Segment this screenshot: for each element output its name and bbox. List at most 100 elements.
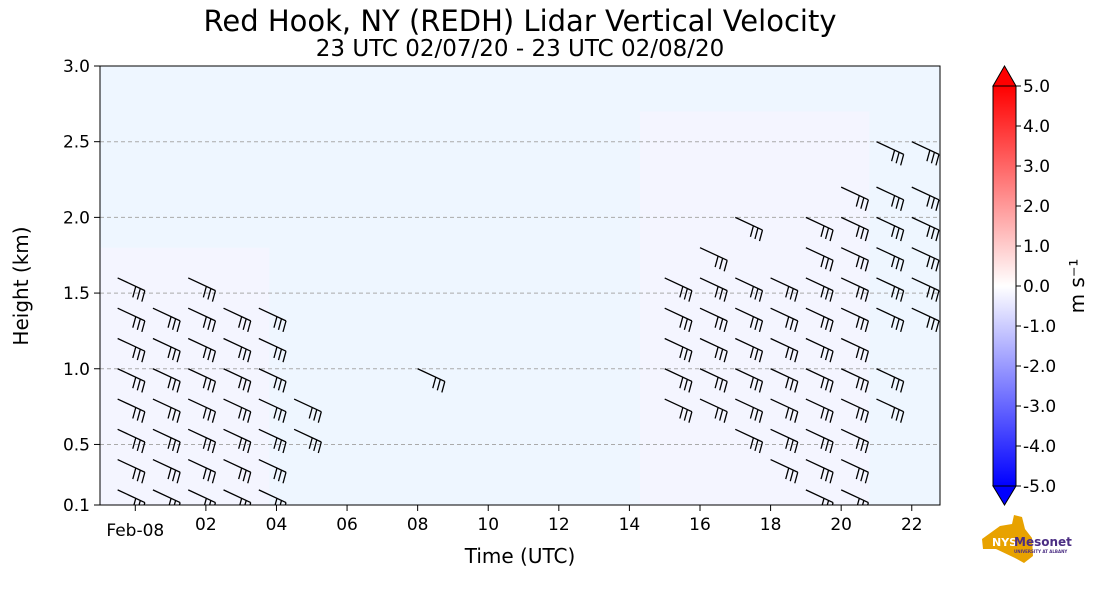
wind-barb-flag — [890, 286, 896, 298]
wind-barb-flag — [935, 154, 940, 166]
wind-barb-flag — [436, 379, 441, 391]
wind-barb-flag — [789, 439, 794, 452]
wind-barb-flag — [242, 409, 247, 421]
wind-barb-flag — [895, 318, 900, 330]
wind-barb-flag — [864, 381, 869, 393]
wind-barb — [258, 307, 287, 333]
wind-barb-flag — [679, 407, 684, 419]
wind-barb-flag — [688, 320, 693, 333]
wind-barb — [223, 337, 252, 363]
x-tick-label: 16 — [689, 515, 711, 535]
x-axis-label: Time (UTC) — [464, 544, 576, 568]
x-tick-label: 06 — [336, 515, 358, 535]
x-tick-label: Feb-08 — [106, 521, 164, 541]
wind-barb — [152, 337, 181, 363]
wind-barb-flag — [679, 286, 684, 298]
wind-barb-flag — [171, 469, 177, 482]
wind-barbs — [117, 141, 940, 505]
wind-barb-flag — [754, 227, 759, 240]
wind-barb — [258, 428, 287, 454]
wind-barb-shaft — [152, 458, 181, 473]
wind-barb — [805, 428, 834, 454]
wind-barb — [876, 247, 905, 272]
wind-barb — [187, 398, 217, 423]
wind-barb — [223, 368, 252, 393]
wind-barb-flag — [789, 379, 794, 391]
wind-barb-flag — [688, 411, 693, 423]
wind-barb-flag — [202, 437, 207, 449]
wind-barb-flag — [136, 379, 141, 391]
wind-barb — [152, 428, 181, 454]
logo-university-text: UNIVERSITY AT ALBANY — [1014, 549, 1067, 554]
wind-barb-flag — [794, 441, 799, 454]
wind-barb-flag — [202, 316, 207, 328]
wind-barb — [840, 277, 869, 302]
wind-barb-flag — [683, 318, 688, 330]
y-tick-label: 1.0 — [63, 360, 90, 380]
wind-barb-flag — [317, 441, 322, 454]
wind-barb — [258, 337, 287, 363]
wind-barb — [735, 307, 764, 333]
wind-barb-flag — [826, 500, 830, 505]
wind-barb-flag — [785, 467, 790, 480]
wind-barb-flag — [282, 381, 287, 393]
colorbar-max-extend — [992, 64, 1017, 87]
wind-barb — [770, 307, 799, 333]
wind-barb-flag — [714, 377, 719, 389]
wind-barb-flag — [143, 502, 146, 505]
y-axis-label: Height (km) — [9, 226, 33, 345]
wind-barb-flag — [683, 379, 688, 391]
wind-barb-flag — [820, 467, 825, 480]
wind-barb-flag — [714, 316, 719, 328]
wind-barb-flag — [202, 286, 207, 298]
wind-barb-flag — [820, 377, 825, 389]
wind-barb-flag — [284, 502, 287, 505]
wind-barb-flag — [864, 320, 869, 333]
wind-barb-flag — [754, 318, 759, 330]
wind-barb — [770, 458, 799, 484]
wind-barb-flag — [855, 407, 860, 419]
wind-barb-shaft — [770, 458, 799, 473]
chart-subtitle: 23 UTC 02/07/20 - 23 UTC 02/08/20 — [315, 36, 725, 62]
wind-barb-flag — [926, 149, 931, 162]
wind-barb-flag — [926, 195, 931, 207]
wind-barb-flag — [855, 225, 860, 238]
wind-barb-flag — [829, 411, 834, 423]
wind-barb-flag — [860, 227, 865, 240]
wind-barb-flag — [829, 350, 834, 363]
wind-barb-flag — [900, 154, 905, 166]
wind-barb-flag — [167, 407, 172, 419]
wind-barb — [187, 307, 217, 333]
plot-frame — [99, 65, 941, 506]
wind-barb-flag — [176, 381, 181, 393]
wind-barb — [805, 337, 834, 363]
wind-barb — [258, 489, 287, 505]
wind-barb-flag — [132, 286, 137, 298]
colorbar-tick-label: 0.0 — [1023, 277, 1050, 297]
wind-barb — [805, 216, 834, 242]
wind-barb-flag — [749, 407, 755, 419]
wind-barb-flag — [683, 409, 688, 421]
wind-barb-flag — [900, 320, 905, 333]
wind-barb — [735, 428, 764, 454]
wind-barb-flag — [829, 260, 834, 272]
y-tick-label: 2.0 — [63, 208, 90, 228]
wind-barb-flag — [900, 381, 905, 393]
colorbar-gradient — [992, 85, 1017, 487]
wind-barb — [770, 428, 799, 454]
wind-barb — [187, 428, 217, 454]
colorbar-label: m s⁻¹ — [1065, 259, 1089, 314]
wind-barb — [664, 337, 693, 363]
wind-barb-flag — [167, 316, 172, 328]
wind-barb-flag — [723, 260, 728, 272]
colorbar-tick-label: -2.0 — [1023, 357, 1056, 377]
y-tick-label: 1.5 — [63, 284, 90, 304]
wind-barb-flag — [203, 498, 207, 505]
wind-barb-flag — [789, 318, 794, 330]
wind-barb-flag — [247, 472, 252, 484]
wind-barb-flag — [824, 348, 830, 361]
wind-barb-flag — [895, 409, 900, 421]
wind-barb-flag — [247, 441, 252, 454]
y-tick-label: 2.5 — [63, 133, 90, 153]
wind-barb-flag — [242, 439, 247, 452]
